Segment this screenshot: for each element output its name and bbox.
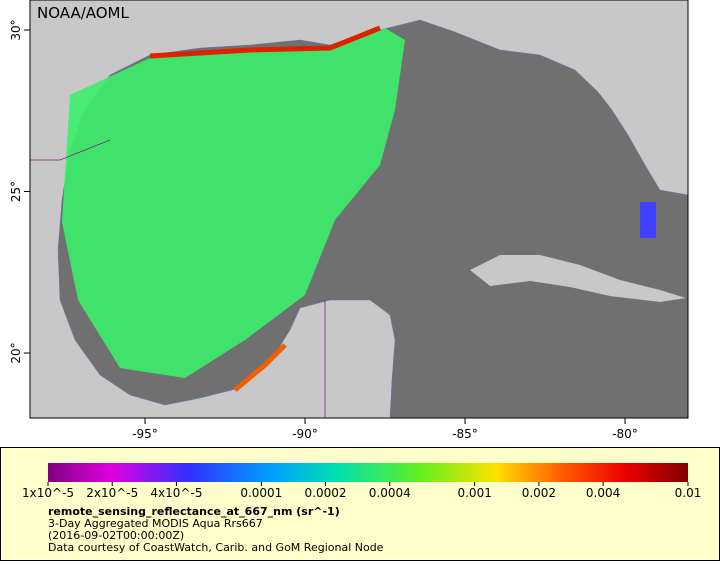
- coastal-high: [233, 343, 287, 392]
- legend-line: 3-Day Aggregated MODIS Aqua Rrs667: [48, 517, 263, 530]
- legend-line: Data courtesy of CoastWatch, Carib. and …: [48, 541, 384, 554]
- lon-label: -85°: [452, 427, 478, 441]
- coastal-high: [149, 25, 381, 59]
- colorbar-label: 0.0002: [305, 486, 347, 500]
- colorbar-label: 0.0001: [240, 486, 282, 500]
- lon-label: -90°: [292, 427, 318, 441]
- legend-title: remote_sensing_reflectance_at_667_nm (sr…: [48, 505, 340, 518]
- colorbar-label: 4x10^-5: [150, 486, 202, 500]
- map-frame: [29, 0, 689, 419]
- lat-label: 30°: [9, 19, 23, 40]
- lon-label: -80°: [612, 427, 638, 441]
- colorbar-label: 0.002: [522, 486, 556, 500]
- colorbar-label: 0.001: [457, 486, 491, 500]
- colorbar-label: 0.004: [586, 486, 620, 500]
- lon-label: -95°: [132, 427, 158, 441]
- patch: [640, 202, 656, 238]
- map: NOAA/AOML: [29, 0, 689, 419]
- colorbar-label: 1x10^-5: [22, 486, 74, 500]
- colorbar-label: 0.01: [675, 486, 702, 500]
- lat-label: 20°: [9, 342, 23, 363]
- credit: NOAA/AOML: [37, 4, 130, 22]
- lat-label: 25°: [9, 181, 23, 202]
- border: [30, 139, 111, 161]
- colorbar-label: 0.0004: [369, 486, 411, 500]
- reflectance-field: [62, 28, 405, 378]
- colorbar: [48, 463, 688, 482]
- cuba: [470, 255, 686, 302]
- legend-line: (2016-09-02T00:00:00Z): [48, 529, 184, 542]
- colorbar-label: 2x10^-5: [86, 486, 138, 500]
